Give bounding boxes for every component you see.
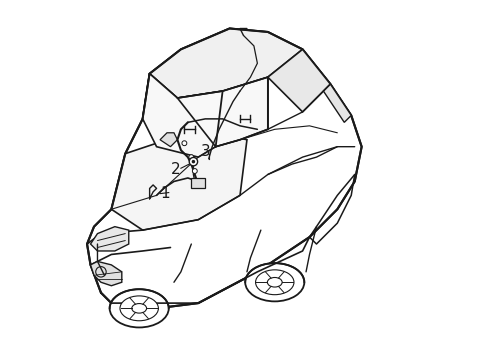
Ellipse shape bbox=[267, 277, 282, 287]
Circle shape bbox=[189, 155, 194, 159]
Circle shape bbox=[191, 159, 196, 164]
Ellipse shape bbox=[109, 289, 169, 327]
Ellipse shape bbox=[132, 304, 146, 313]
Polygon shape bbox=[111, 129, 247, 230]
Text: 2: 2 bbox=[171, 162, 180, 177]
Ellipse shape bbox=[120, 296, 158, 321]
Polygon shape bbox=[91, 227, 129, 251]
Polygon shape bbox=[143, 74, 198, 129]
Circle shape bbox=[192, 169, 197, 173]
Ellipse shape bbox=[255, 270, 294, 295]
Circle shape bbox=[182, 141, 187, 146]
Polygon shape bbox=[192, 178, 205, 188]
Polygon shape bbox=[268, 49, 330, 112]
Polygon shape bbox=[87, 29, 361, 310]
Polygon shape bbox=[178, 77, 268, 147]
Text: 1: 1 bbox=[160, 186, 170, 201]
Ellipse shape bbox=[245, 263, 304, 302]
Polygon shape bbox=[150, 29, 302, 98]
Circle shape bbox=[189, 157, 198, 166]
Polygon shape bbox=[160, 133, 178, 147]
Polygon shape bbox=[91, 261, 122, 286]
Circle shape bbox=[192, 161, 194, 163]
Polygon shape bbox=[143, 74, 223, 157]
Text: 3: 3 bbox=[200, 144, 210, 159]
Polygon shape bbox=[324, 84, 351, 122]
